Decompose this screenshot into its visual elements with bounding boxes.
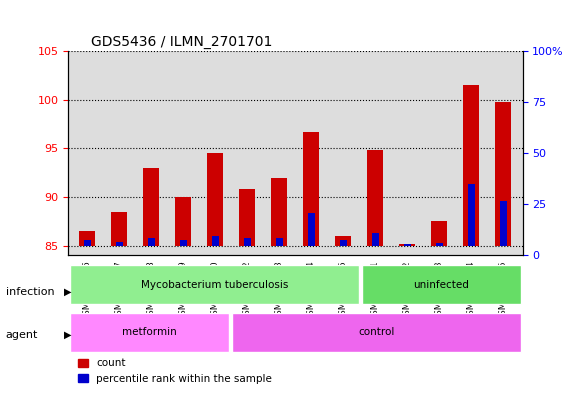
FancyBboxPatch shape xyxy=(232,313,521,351)
Bar xyxy=(308,213,315,246)
Bar xyxy=(143,168,160,246)
Bar xyxy=(176,197,191,246)
Bar xyxy=(239,189,256,246)
Bar xyxy=(340,240,346,246)
Bar xyxy=(431,221,448,246)
Bar xyxy=(80,231,95,246)
Text: uninfected: uninfected xyxy=(414,280,469,290)
Text: ▶: ▶ xyxy=(64,286,72,297)
Bar xyxy=(276,237,282,246)
Bar xyxy=(500,201,507,246)
Bar xyxy=(436,242,442,246)
FancyBboxPatch shape xyxy=(70,313,229,351)
Bar xyxy=(399,244,415,246)
Bar xyxy=(244,237,250,246)
Text: GDS5436 / ILMN_2701701: GDS5436 / ILMN_2701701 xyxy=(91,35,272,49)
Text: Mycobacterium tuberculosis: Mycobacterium tuberculosis xyxy=(140,280,288,290)
FancyBboxPatch shape xyxy=(362,266,521,304)
Bar xyxy=(463,85,479,246)
Bar xyxy=(372,233,378,246)
Text: ▶: ▶ xyxy=(64,330,72,340)
FancyBboxPatch shape xyxy=(70,266,358,304)
Text: control: control xyxy=(358,327,395,337)
Bar xyxy=(468,184,474,246)
Legend: count, percentile rank within the sample: count, percentile rank within the sample xyxy=(73,354,276,388)
Bar xyxy=(272,178,287,246)
Bar xyxy=(116,242,123,246)
Bar xyxy=(207,153,223,246)
Text: agent: agent xyxy=(6,330,38,340)
Text: infection: infection xyxy=(6,286,55,297)
Bar xyxy=(367,151,383,246)
Bar xyxy=(111,212,127,246)
Bar xyxy=(303,132,319,246)
Bar xyxy=(212,235,219,246)
Bar xyxy=(180,240,186,246)
Bar xyxy=(495,102,511,246)
Bar xyxy=(148,237,154,246)
Text: metformin: metformin xyxy=(122,327,177,337)
Bar xyxy=(404,244,411,246)
Bar xyxy=(335,236,352,246)
Bar xyxy=(84,240,90,246)
